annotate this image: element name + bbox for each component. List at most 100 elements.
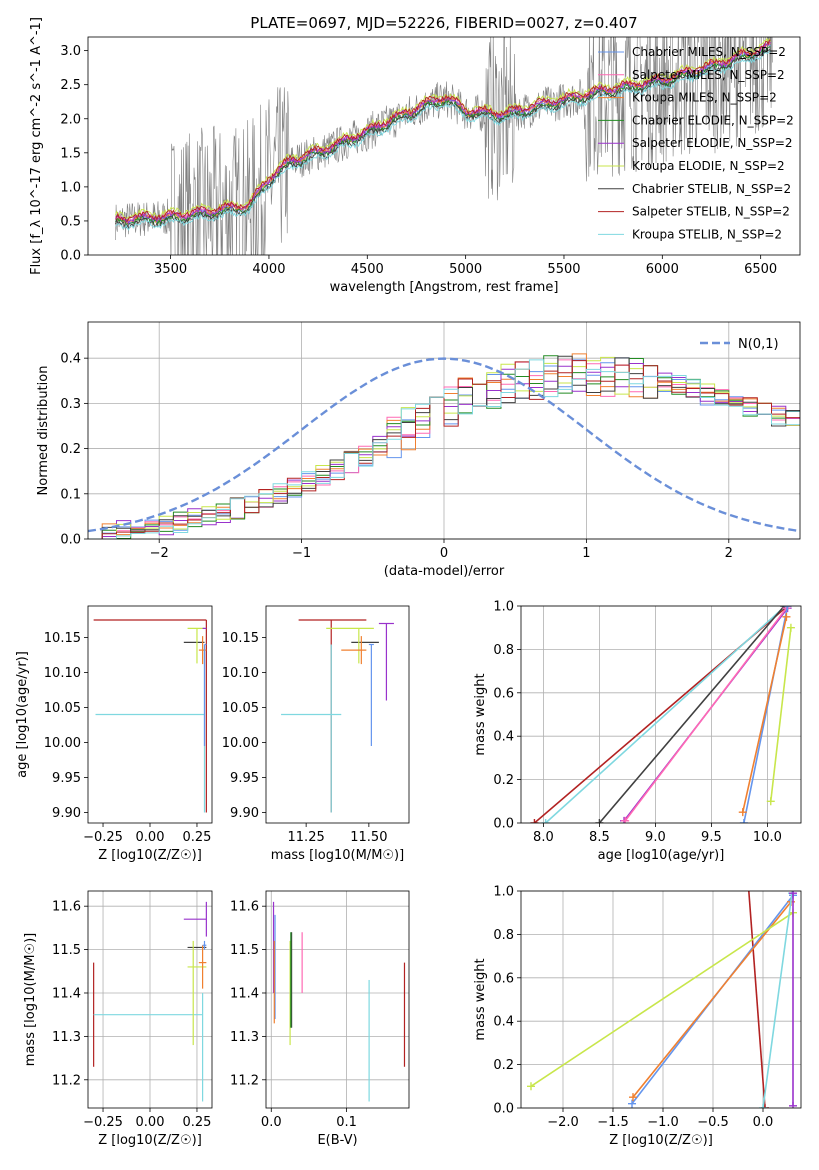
marker-plus — [782, 612, 791, 621]
marker-plus — [621, 816, 630, 823]
mass-weight-line — [769, 627, 792, 802]
y-tick-label: 11.2 — [52, 1073, 81, 1088]
y-tick-label: 0.1 — [60, 487, 81, 502]
marker-plus — [541, 819, 550, 823]
x-tick-label: 0 — [440, 546, 448, 561]
y-tick-label: 10.00 — [222, 736, 259, 751]
y-tick-label: 11.6 — [52, 900, 81, 915]
x-tick-label: 0.0 — [261, 1115, 282, 1130]
axes-frame — [87, 36, 801, 256]
y-tick-label: 2.0 — [60, 112, 81, 127]
y-tick-label: 9.90 — [52, 806, 81, 821]
panel-spectrum: 3500 4000 4500 5000 5500 6000 6500 0.0 0.5 1.0 1.5… — [29, 14, 801, 295]
y-tick-label: 0.6 — [493, 971, 514, 986]
marker-plus — [595, 819, 604, 823]
y-tick-label: 0.2 — [60, 442, 81, 457]
x-tick-label: 0.25 — [182, 830, 211, 845]
marker-plus — [530, 819, 539, 823]
axes-frame — [87, 605, 213, 824]
y-tick-label: 11.4 — [230, 986, 259, 1001]
x-tick-label: 4000 — [252, 262, 285, 277]
legend-entry: Chabrier ELODIE, N_SSP=2 — [632, 113, 794, 127]
y-axis-label: mass weight — [473, 958, 488, 1040]
x-tick-label: −1.0 — [647, 1115, 679, 1130]
marker-plus — [786, 623, 795, 632]
y-tick-label: 9.95 — [52, 771, 81, 786]
x-tick-label: 1 — [582, 546, 590, 561]
model-line — [115, 50, 771, 231]
marker-plus — [527, 1082, 535, 1091]
y-tick-label: 0.4 — [60, 352, 81, 367]
y-tick-label: 1.0 — [60, 180, 81, 195]
y-tick-label: 0.6 — [493, 686, 514, 701]
x-tick-label: −0.25 — [83, 830, 123, 845]
panel-massweight-vs-z: −2.0 −1.5 −1.0 −0.5 0.0 0.0 0.2 0.4 0.6 0.8 1.0 Z [… — [473, 885, 802, 1148]
legend-entry: Salpeter MILES, N_SSP=2 — [632, 68, 785, 82]
x-tick-label: 0.0 — [753, 1115, 774, 1130]
marker-plus — [783, 606, 792, 610]
y-tick-label: 10.15 — [222, 631, 259, 646]
y-tick-label: 11.3 — [230, 1030, 259, 1045]
legend-entry: Salpeter STELIB, N_SSP=2 — [632, 205, 790, 219]
axes-frame — [520, 605, 802, 824]
histogram-series — [88, 359, 800, 539]
y-tick-label: 9.90 — [230, 806, 259, 821]
y-tick-label: 1.0 — [493, 600, 514, 615]
marker-plus — [738, 808, 747, 817]
x-axis-label: wavelength [Angstrom, rest frame] — [330, 280, 559, 295]
y-tick-label: 0.5 — [60, 214, 81, 229]
axes-frame — [265, 605, 410, 824]
y-tick-label: 11.3 — [52, 1030, 81, 1045]
y-tick-label: 10.10 — [44, 666, 81, 681]
legend-entry: Kroupa MILES, N_SSP=2 — [632, 91, 777, 105]
panel-mass-vs-ebv: 0.0 0.1 11.2 11.3 11.4 11.5 11.6 E(B-V) — [230, 890, 410, 1148]
x-tick-label: 10.0 — [753, 830, 782, 845]
marker-plus — [789, 891, 797, 898]
y-tick-label: 1.5 — [60, 146, 81, 161]
marker-plus — [789, 1101, 797, 1108]
marker-plus — [739, 819, 748, 823]
y-tick-label: 0.0 — [60, 249, 81, 264]
x-tick-label: 9.5 — [701, 830, 722, 845]
plot-area — [88, 353, 800, 539]
x-tick-label: −2 — [150, 546, 169, 561]
x-tick-label: 0.00 — [136, 830, 165, 845]
panel-age-vs-z: −0.25 0.00 0.25 9.90 9.95 10.00 10.05 10.10 10.1… — [15, 605, 213, 863]
y-tick-label: 1.0 — [493, 885, 514, 900]
panel-age-vs-mass: 11.25 11.50 9.90 9.95 10.00 10.05 10.10 10.15 ma… — [222, 605, 410, 863]
x-axis-label: Z [log10(Z/Z☉)] — [98, 848, 202, 863]
x-tick-label: 0.1 — [336, 1115, 357, 1130]
x-tick-label: 2 — [725, 546, 733, 561]
mass-weight-line — [741, 616, 788, 813]
marker-plus — [759, 1104, 767, 1108]
x-tick-label: 4500 — [351, 262, 384, 277]
x-tick-label: 0.25 — [182, 1115, 211, 1130]
plot-area — [281, 619, 394, 813]
legend-entry: N(0,1) — [738, 337, 779, 352]
y-tick-label: 0.0 — [60, 533, 81, 548]
marker-plus — [761, 1104, 769, 1108]
x-tick-label: 9.0 — [645, 830, 666, 845]
marker-plus — [629, 1093, 637, 1102]
panel-residuals: −2 −1 0 1 2 0.0 0.1 0.2 0.3 0.4 (data-model)/error… — [36, 321, 801, 579]
x-tick-label: 11.50 — [350, 830, 387, 845]
panel-massweight-vs-age: 8.0 8.5 9.0 9.5 10.0 0.0 0.2 0.4 0.6 0.8 1.0 age [l… — [473, 600, 802, 863]
plot-area — [115, 37, 773, 255]
y-tick-label: 0.2 — [493, 773, 514, 788]
x-axis-label: Z [log10(Z/Z☉)] — [98, 1133, 202, 1148]
x-tick-label: −1.5 — [597, 1115, 629, 1130]
normal-curve — [88, 357, 800, 533]
x-tick-label: −0.25 — [83, 1115, 123, 1130]
axes-frame — [265, 890, 410, 1109]
panel-mass-vs-z: −0.25 0.00 0.25 11.2 11.3 11.4 11.5 11.6 Z [log1… — [23, 890, 213, 1148]
model-line — [115, 39, 771, 222]
mass-weight-line — [632, 901, 792, 1098]
model-line — [115, 40, 771, 225]
x-tick-label: 5000 — [449, 262, 482, 277]
x-axis-label: mass [log10(M/M☉)] — [271, 848, 404, 863]
x-tick-label: 8.0 — [533, 830, 554, 845]
axes-frame — [87, 890, 213, 1109]
y-tick-label: 0.3 — [60, 397, 81, 412]
mass-weight-line — [762, 893, 793, 1108]
y-tick-label: 9.95 — [230, 771, 259, 786]
